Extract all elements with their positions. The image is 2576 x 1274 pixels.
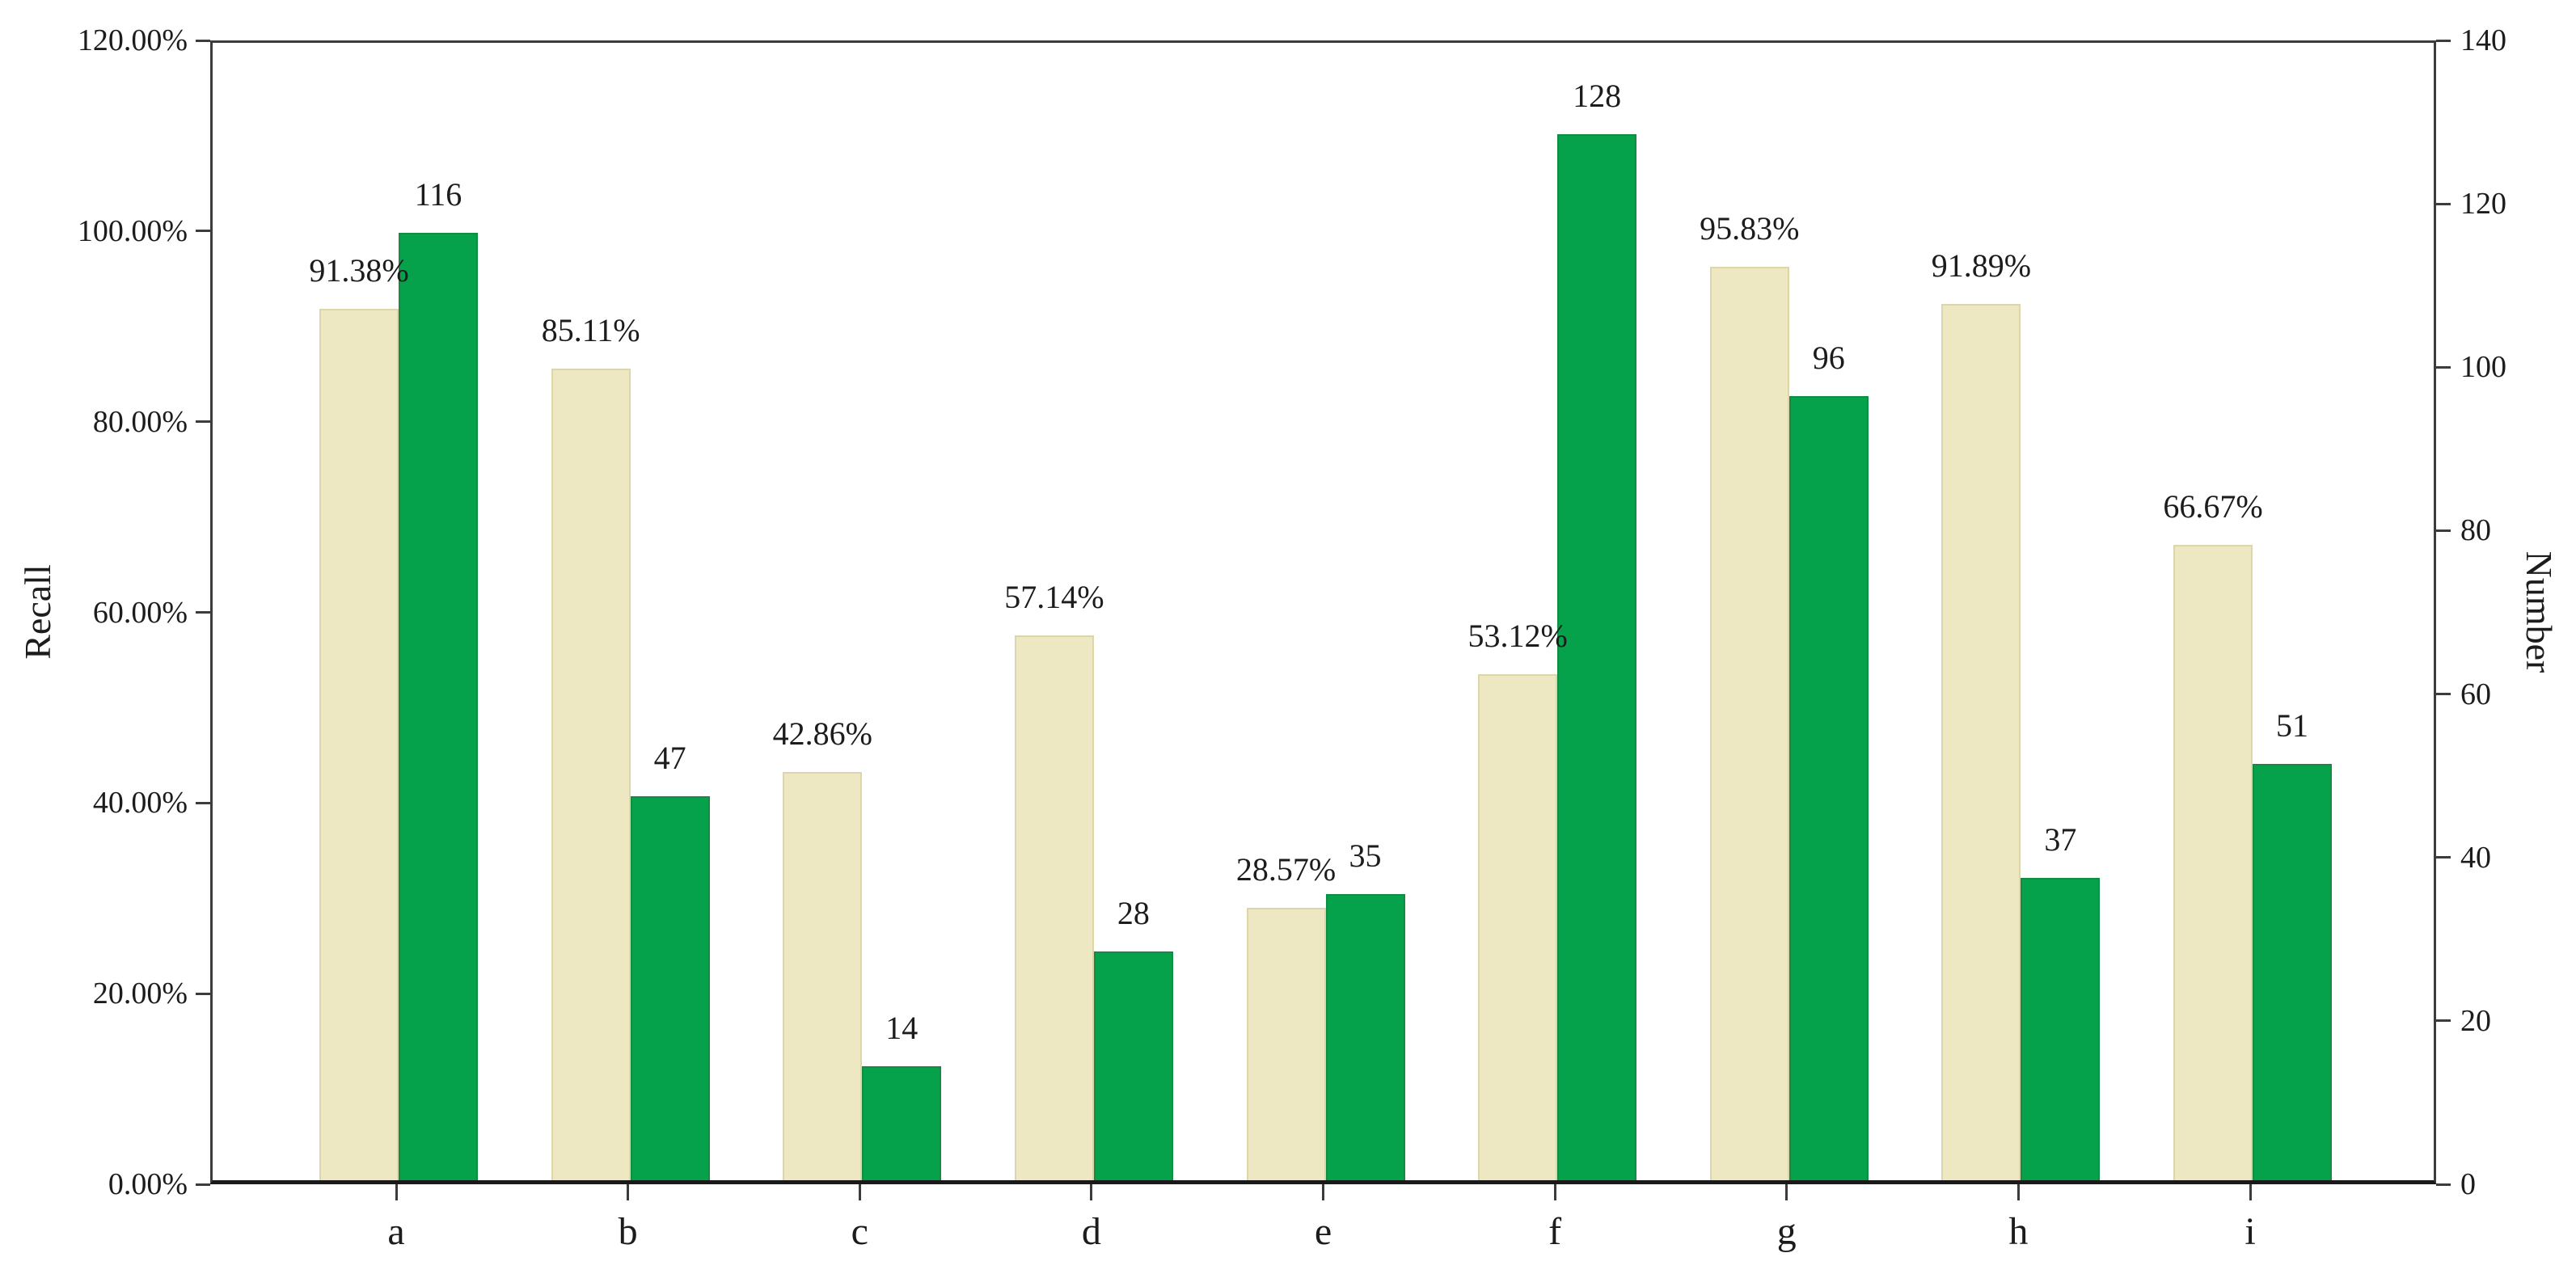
- x-axis-label-c: c: [851, 1210, 868, 1253]
- bar-number-c: [862, 1065, 942, 1180]
- left-axis-tick-label-2: 40.00%: [92, 786, 188, 821]
- x-axis-tick-mark-f: [1553, 1184, 1556, 1200]
- bar-number-f: [1557, 134, 1637, 1180]
- right-axis-tick-label-3: 60: [2460, 677, 2491, 711]
- data-label-recall-d: 57.14%: [1004, 579, 1104, 616]
- right-axis-tick-label-0: 0: [2460, 1167, 2476, 1201]
- left-axis-tick-label-4: 80.00%: [92, 404, 188, 439]
- right-axis-tick-mark-0: [2436, 1183, 2451, 1186]
- bar-number-g: [1788, 395, 1869, 1180]
- x-axis-tick-mark-h: [2016, 1184, 2020, 1200]
- bar-recall-b: [551, 369, 631, 1180]
- data-label-recall-a: 91.38%: [309, 252, 409, 289]
- data-label-recall-e: 28.57%: [1235, 851, 1337, 888]
- data-label-number-e: 35: [1349, 837, 1382, 875]
- bar-number-d: [1093, 951, 1173, 1180]
- right-axis-tick-label-5: 100: [2460, 350, 2506, 385]
- data-label-recall-f: 53.12%: [1467, 617, 1568, 654]
- left-axis-tick-label-6: 120.00%: [77, 23, 188, 57]
- x-axis-label-g: g: [1776, 1210, 1797, 1253]
- right-axis-tick-mark-3: [2436, 693, 2451, 696]
- left-axis-tick-mark-6: [196, 39, 210, 42]
- left-axis-tick-label-3: 60.00%: [92, 595, 188, 630]
- x-axis-tick-mark-c: [858, 1184, 861, 1200]
- bar-recall-h: [1941, 304, 2021, 1180]
- right-axis-tick-mark-4: [2436, 529, 2451, 532]
- left-axis-tick-mark-1: [196, 992, 210, 995]
- x-axis-tick-mark-g: [1785, 1184, 1788, 1200]
- bar-recall-c: [783, 771, 863, 1180]
- x-axis-tick-mark-b: [627, 1184, 630, 1200]
- x-axis-label-a: a: [387, 1210, 405, 1253]
- data-label-number-a: 116: [414, 175, 462, 213]
- left-axis-tick-mark-2: [196, 801, 210, 804]
- bar-number-h: [2021, 878, 2101, 1180]
- bar-recall-e: [1246, 908, 1326, 1180]
- x-axis-tick-mark-a: [395, 1184, 398, 1200]
- data-label-recall-c: 42.86%: [772, 715, 872, 752]
- x-axis-label-i: i: [2244, 1210, 2256, 1253]
- bar-number-i: [2253, 763, 2332, 1180]
- right-axis-tick-mark-7: [2436, 39, 2451, 42]
- left-axis-tick-label-1: 20.00%: [92, 977, 188, 1011]
- bar-number-e: [1325, 894, 1405, 1180]
- data-label-recall-b: 85.11%: [541, 312, 640, 349]
- left-axis-tick-label-5: 100.00%: [77, 213, 188, 248]
- x-axis-label-f: f: [1548, 1210, 1562, 1253]
- bar-recall-d: [1014, 635, 1094, 1180]
- bar-recall-f: [1478, 673, 1558, 1180]
- left-axis-tick-mark-4: [196, 420, 210, 424]
- data-label-number-i: 51: [2276, 707, 2308, 744]
- data-label-number-g: 96: [1812, 339, 1845, 376]
- data-label-recall-h: 91.89%: [1931, 247, 2032, 285]
- left-axis-tick-mark-3: [196, 611, 210, 614]
- left-axis-tick-label-0: 0.00%: [108, 1167, 188, 1201]
- bar-recall-g: [1709, 267, 1789, 1180]
- bar-number-a: [399, 232, 478, 1180]
- right-axis-tick-mark-1: [2436, 1019, 2451, 1023]
- right-axis-tick-mark-5: [2436, 365, 2451, 369]
- right-axis-tick-mark-2: [2436, 856, 2451, 859]
- right-axis-tick-mark-6: [2436, 202, 2451, 205]
- data-label-number-c: 14: [885, 1009, 918, 1046]
- right-axis-tick-label-4: 80: [2460, 513, 2491, 548]
- data-label-number-f: 128: [1573, 78, 1622, 115]
- data-label-recall-g: 95.83%: [1700, 210, 1800, 247]
- left-axis-tick-mark-0: [196, 1183, 210, 1186]
- x-axis-label-e: e: [1314, 1210, 1332, 1253]
- plot-area: 91.38% 116 85.11% 47 42.86% 14 57.14% 28 28.57% 3…: [210, 40, 2436, 1184]
- left-axis-tick-mark-5: [196, 230, 210, 233]
- left-axis-title: Recall: [17, 564, 58, 660]
- data-label-number-b: 47: [653, 739, 686, 776]
- bar-recall-a: [319, 309, 399, 1180]
- right-axis-tick-label-7: 140: [2460, 23, 2506, 57]
- data-label-recall-i: 66.67%: [2163, 487, 2263, 525]
- x-axis-label-b: b: [618, 1210, 638, 1253]
- x-axis-tick-mark-d: [1090, 1184, 1093, 1200]
- right-axis-tick-label-1: 20: [2460, 1003, 2491, 1038]
- right-axis-tick-label-2: 40: [2460, 840, 2491, 875]
- x-axis-label-d: d: [1081, 1210, 1101, 1253]
- data-label-number-h: 37: [2044, 821, 2077, 858]
- right-axis-title: Number: [2519, 551, 2560, 673]
- right-axis-tick-label-6: 120: [2460, 187, 2506, 221]
- data-label-number-d: 28: [1117, 895, 1150, 931]
- x-axis-tick-mark-e: [1322, 1184, 1324, 1200]
- x-axis-tick-mark-i: [2249, 1184, 2252, 1200]
- bar-recall-i: [2173, 544, 2253, 1180]
- x-axis-label-h: h: [2008, 1210, 2029, 1253]
- bar-number-b: [630, 795, 710, 1180]
